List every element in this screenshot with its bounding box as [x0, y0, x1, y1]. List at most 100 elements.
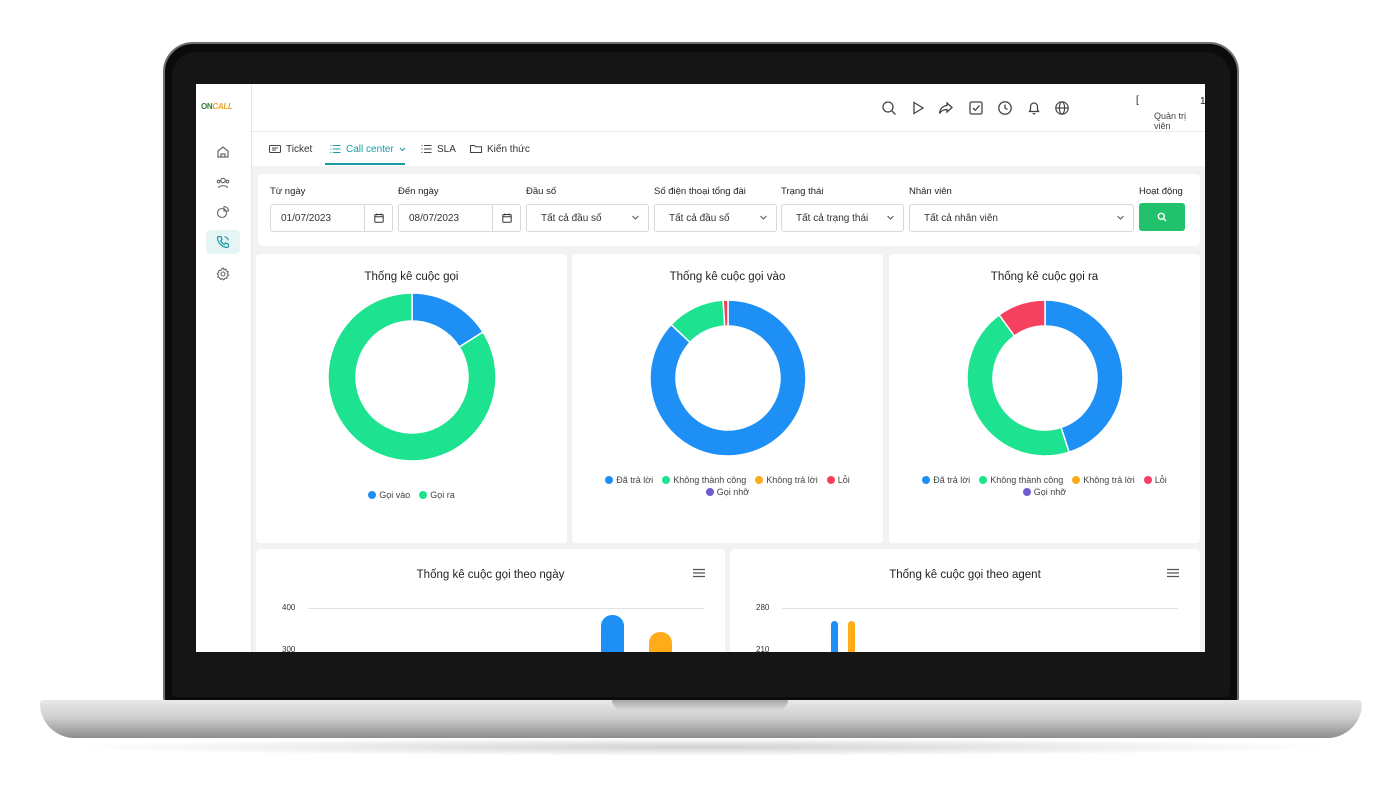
active-tab-indicator: [325, 163, 405, 165]
call-stats-donut: [327, 292, 497, 462]
status-select[interactable]: Tất cả trạng thái: [781, 204, 904, 232]
laptop-notch: [612, 700, 788, 710]
task-check-icon[interactable]: [968, 100, 984, 116]
user-name-fragment: [: [1136, 95, 1139, 106]
gridline: [308, 608, 704, 609]
bar[interactable]: [601, 615, 624, 652]
staff-label: Nhân viên: [909, 186, 952, 197]
donut-slice-gọi-ra[interactable]: [327, 292, 497, 462]
search-button[interactable]: [1139, 203, 1185, 231]
prefix-select[interactable]: Tất cả đầu số: [526, 204, 649, 232]
bell-icon[interactable]: [1026, 100, 1042, 116]
y-tick-label: 210: [756, 645, 770, 652]
chevron-down-icon: [1117, 215, 1124, 220]
legend-item[interactable]: Không thành công: [662, 475, 746, 485]
gridline: [782, 608, 1178, 609]
donut-slice-lỗi[interactable]: [722, 299, 729, 327]
app-screen: ONCALL [ 1 Quản trị viên DT: [196, 84, 1205, 652]
from-date-input[interactable]: 01/07/2023: [270, 204, 393, 232]
y-tick-label: 300: [282, 645, 296, 652]
folder-icon: [470, 145, 482, 153]
donut-slice-đã-trả-lời[interactable]: [649, 299, 807, 457]
legend-item[interactable]: Lỗi: [826, 475, 850, 485]
action-label: Hoạt động: [1139, 186, 1183, 197]
legend-item[interactable]: Gọi ra: [419, 490, 455, 500]
user-count: 1: [1200, 96, 1205, 107]
tab-call-center[interactable]: Call center: [330, 142, 406, 156]
chevron-down-icon: [399, 147, 406, 151]
chart-legend: Gọi vào Gọi ra: [256, 490, 567, 500]
donut-slice-đã-trả-lời[interactable]: [1044, 299, 1124, 454]
legend-item[interactable]: Lỗi: [1143, 475, 1167, 485]
tab-sla[interactable]: SLA: [421, 142, 456, 156]
tab-bar: Ticket Call center SLA Kiến thức: [252, 132, 1205, 166]
daily-stats-card: Thống kê cuộc gọi theo ngày 400 300: [256, 549, 725, 652]
home-icon[interactable]: [212, 141, 234, 163]
settings-icon[interactable]: [212, 263, 234, 285]
y-tick-label: 280: [756, 603, 770, 612]
y-tick-label: 400: [282, 603, 296, 612]
donut-slice-không-thành-công[interactable]: [966, 313, 1071, 457]
search-icon: [1157, 212, 1167, 222]
globe-icon[interactable]: [1054, 100, 1070, 116]
clock-icon[interactable]: [997, 100, 1013, 116]
filter-panel: Từ ngày 01/07/2023 Đến ngày 08/07/2023 Đ…: [258, 174, 1200, 246]
legend-item[interactable]: Đã trả lời: [605, 475, 653, 485]
switchboard-select[interactable]: Tất cả đầu số: [654, 204, 777, 232]
chart-legend: Đã trả lời Không thành công Không trả lờ…: [889, 475, 1200, 497]
legend-item[interactable]: Gọi nhỡ: [705, 487, 749, 497]
legend-item[interactable]: Không trả lời: [755, 475, 818, 485]
to-date-input[interactable]: 08/07/2023: [398, 204, 521, 232]
sidebar: ONCALL: [196, 84, 252, 652]
chevron-down-icon: [632, 215, 639, 220]
legend-item[interactable]: Gọi nhỡ: [1022, 487, 1066, 497]
chart-title: Thống kê cuộc gọi: [364, 271, 459, 283]
menu-icon[interactable]: [693, 568, 705, 578]
tab-knowledge[interactable]: Kiến thức: [470, 142, 530, 156]
report-icon[interactable]: [212, 201, 234, 223]
chart-title: Thống kê cuộc gọi theo agent: [889, 569, 1041, 581]
menu-icon[interactable]: [1167, 568, 1179, 578]
donut-slice-lỗi[interactable]: [998, 299, 1046, 337]
chart-title: Thống kê cuộc gọi theo ngày: [416, 569, 565, 581]
legend-item[interactable]: Gọi vào: [368, 490, 410, 500]
sidebar-item-call-center[interactable]: [206, 230, 240, 254]
outgoing-stats-donut: [966, 299, 1124, 457]
list-icon: [330, 145, 341, 153]
app-logo[interactable]: ONCALL: [201, 102, 233, 111]
ticket-icon: [269, 145, 281, 153]
chart-legend: Đã trả lời Không thành công Không trả lờ…: [572, 475, 883, 497]
switchboard-label: Số điện thoại tổng đài: [654, 186, 746, 197]
bar[interactable]: [848, 621, 855, 652]
legend-item[interactable]: Không trả lời: [1072, 475, 1135, 485]
chevron-down-icon: [760, 215, 767, 220]
status-label: Trạng thái: [781, 186, 824, 197]
prefix-label: Đầu số: [526, 186, 557, 197]
phone-icon: [216, 235, 230, 249]
call-stats-card: Thống kê cuộc gọi Gọi vào Gọi ra: [256, 254, 567, 543]
laptop-shadow: [60, 738, 1342, 756]
incoming-stats-donut: [649, 299, 807, 457]
outgoing-stats-card: Thống kê cuộc gọi ra Đã trả lời Không th…: [889, 254, 1200, 543]
tab-ticket[interactable]: Ticket: [269, 142, 312, 156]
legend-item[interactable]: Không thành công: [979, 475, 1063, 485]
users-icon[interactable]: [212, 172, 234, 194]
from-date-label: Từ ngày: [270, 186, 306, 197]
calendar-icon[interactable]: [364, 205, 392, 231]
to-date-label: Đến ngày: [398, 186, 439, 197]
calendar-icon[interactable]: [492, 205, 520, 231]
list-icon: [421, 145, 432, 153]
share-icon[interactable]: [938, 100, 954, 116]
chart-title: Thống kê cuộc gọi ra: [990, 271, 1099, 283]
play-icon[interactable]: [910, 100, 926, 116]
incoming-stats-card: Thống kê cuộc gọi vào Đã trả lời Không t…: [572, 254, 883, 543]
bar[interactable]: [831, 621, 838, 652]
bar[interactable]: [649, 632, 672, 652]
legend-item[interactable]: Đã trả lời: [922, 475, 970, 485]
search-icon[interactable]: [881, 100, 897, 116]
chevron-down-icon: [887, 215, 894, 220]
chart-title: Thống kê cuộc gọi vào: [669, 271, 786, 283]
agent-stats-card: Thống kê cuộc gọi theo agent 280 210: [730, 549, 1200, 652]
top-header: [ 1 Quản trị viên DT: [252, 84, 1205, 132]
staff-select[interactable]: Tất cả nhân viên: [909, 204, 1134, 232]
